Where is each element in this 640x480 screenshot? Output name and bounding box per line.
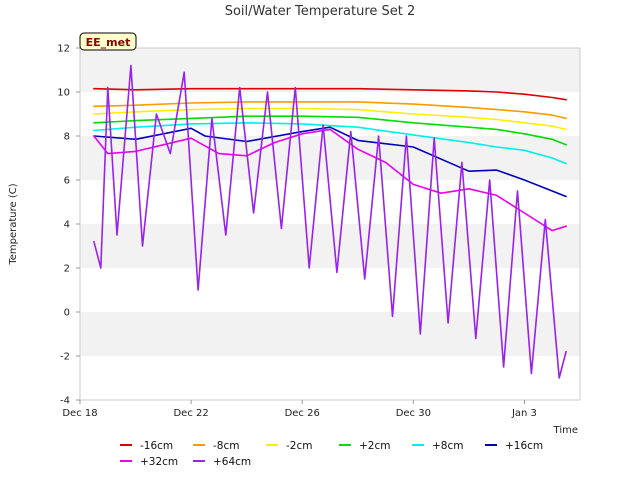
- site-badge: EE_met: [79, 32, 137, 51]
- site-badge-box: [79, 32, 137, 51]
- y-tick-label: 12: [57, 44, 70, 55]
- x-axis-label: Time: [553, 425, 578, 436]
- y-axis: -4 -2 0 2 4 6 8 10 12: [57, 44, 80, 407]
- y-tick-label: 10: [57, 88, 70, 99]
- series-line: [93, 115, 567, 146]
- legend-label: -2cm: [286, 440, 312, 452]
- x-tick-label: Dec 22: [173, 408, 208, 419]
- legend-label: +8cm: [432, 440, 463, 452]
- x-tick-label: Dec 30: [396, 408, 431, 419]
- y-tick-label: 8: [64, 132, 70, 143]
- x-axis: Dec 18 Dec 22 Dec 26 Dec 30 Jan 3: [62, 400, 537, 419]
- series-line: [93, 64, 567, 379]
- y-tick-label: 6: [64, 176, 70, 187]
- series-line: [93, 101, 567, 120]
- y-tick-label: 2: [64, 264, 70, 275]
- series-line: [93, 122, 567, 165]
- grid-band: [80, 312, 580, 356]
- grid-band: [80, 224, 580, 268]
- y-tick-label: -2: [60, 352, 70, 363]
- series-lines: [93, 64, 567, 379]
- y-tick-label: 4: [64, 220, 70, 231]
- legend-label: +32cm: [140, 456, 178, 468]
- y-tick-label: 0: [64, 308, 70, 319]
- series-line: [93, 128, 567, 232]
- plot-background-bands: [80, 48, 580, 400]
- series-line: [93, 107, 567, 131]
- x-tick-label: Jan 3: [511, 408, 537, 419]
- grid-band: [80, 48, 580, 92]
- y-axis-label: Temperature (C): [8, 183, 19, 265]
- series-line: [93, 126, 567, 198]
- chart-title: Soil/Water Temperature Set 2: [225, 4, 416, 19]
- legend-label: -16cm: [140, 440, 173, 452]
- legend-label: +2cm: [359, 440, 390, 452]
- legend-label: +16cm: [505, 440, 543, 452]
- x-tick-label: Dec 18: [62, 408, 97, 419]
- site-badge-label: EE_met: [86, 36, 131, 49]
- legend: -16cm -8cm -2cm +2cm +8cm +16cm +32cm +64cm: [120, 440, 543, 468]
- x-tick-label: Dec 26: [285, 408, 320, 419]
- legend-label: +64cm: [213, 456, 251, 468]
- grid-band: [80, 136, 580, 180]
- y-tick-label: -4: [60, 396, 70, 407]
- legend-label: -8cm: [213, 440, 239, 452]
